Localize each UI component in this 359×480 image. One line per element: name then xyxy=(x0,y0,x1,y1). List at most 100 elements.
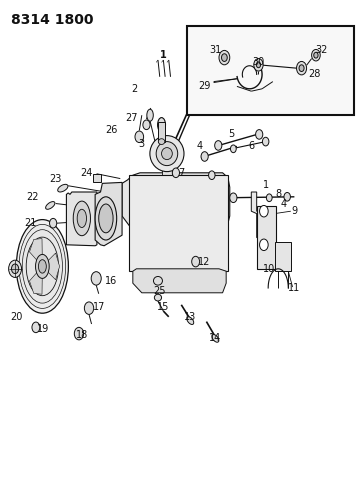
Text: 9: 9 xyxy=(291,206,298,216)
Ellipse shape xyxy=(158,139,165,144)
Text: 30: 30 xyxy=(252,58,265,67)
Text: 22: 22 xyxy=(26,192,38,202)
Circle shape xyxy=(192,256,200,267)
Circle shape xyxy=(314,52,318,58)
Text: 16: 16 xyxy=(105,276,117,286)
Circle shape xyxy=(312,49,320,61)
Text: 12: 12 xyxy=(199,257,211,266)
Polygon shape xyxy=(251,192,269,238)
Text: 4: 4 xyxy=(196,142,202,151)
Bar xyxy=(162,150,172,178)
Text: 1: 1 xyxy=(262,180,269,190)
Text: 6: 6 xyxy=(248,142,255,151)
Text: 7: 7 xyxy=(178,168,185,178)
Polygon shape xyxy=(42,253,60,280)
Bar xyxy=(257,206,276,269)
Text: 31: 31 xyxy=(209,46,222,55)
Circle shape xyxy=(201,152,208,161)
Ellipse shape xyxy=(147,109,153,121)
Circle shape xyxy=(209,171,215,180)
Circle shape xyxy=(256,62,261,68)
Text: 18: 18 xyxy=(76,330,89,340)
Polygon shape xyxy=(29,239,42,266)
Text: 2: 2 xyxy=(131,84,138,94)
Text: 1: 1 xyxy=(160,50,167,60)
Text: 32: 32 xyxy=(315,46,327,55)
Circle shape xyxy=(254,59,263,71)
Ellipse shape xyxy=(26,237,59,296)
Circle shape xyxy=(84,302,94,314)
Polygon shape xyxy=(133,269,226,293)
Bar xyxy=(93,174,101,182)
Bar xyxy=(129,175,228,271)
Ellipse shape xyxy=(154,294,162,301)
Circle shape xyxy=(297,61,307,75)
Circle shape xyxy=(230,193,237,203)
Text: 10: 10 xyxy=(263,264,275,274)
Ellipse shape xyxy=(212,335,219,342)
Circle shape xyxy=(50,218,57,228)
Bar xyxy=(187,26,354,115)
Circle shape xyxy=(91,272,101,285)
Text: 19: 19 xyxy=(37,324,49,334)
Circle shape xyxy=(219,50,230,65)
Ellipse shape xyxy=(73,201,90,236)
Ellipse shape xyxy=(77,209,87,228)
Text: 20: 20 xyxy=(10,312,22,322)
Circle shape xyxy=(260,239,268,251)
Circle shape xyxy=(260,205,268,217)
Circle shape xyxy=(299,65,304,72)
Text: 8: 8 xyxy=(275,190,281,199)
Circle shape xyxy=(74,327,84,340)
Ellipse shape xyxy=(58,184,68,192)
Circle shape xyxy=(230,145,236,153)
Text: 21: 21 xyxy=(24,218,37,228)
Ellipse shape xyxy=(16,220,68,313)
Text: 27: 27 xyxy=(125,113,137,122)
Ellipse shape xyxy=(99,204,113,233)
Ellipse shape xyxy=(156,142,178,166)
Circle shape xyxy=(143,120,150,130)
Text: 25: 25 xyxy=(154,287,166,296)
Circle shape xyxy=(262,137,269,146)
Text: 15: 15 xyxy=(157,302,169,312)
Text: 13: 13 xyxy=(184,312,196,322)
Text: 23: 23 xyxy=(50,174,62,183)
Text: 26: 26 xyxy=(105,125,117,134)
Ellipse shape xyxy=(158,118,165,132)
Polygon shape xyxy=(66,192,97,246)
Text: 5: 5 xyxy=(228,130,235,139)
Bar xyxy=(275,242,291,271)
Circle shape xyxy=(11,264,19,274)
Ellipse shape xyxy=(162,147,172,159)
Ellipse shape xyxy=(36,254,49,278)
Text: 28: 28 xyxy=(308,70,320,79)
Circle shape xyxy=(135,131,144,143)
Circle shape xyxy=(266,194,272,202)
Ellipse shape xyxy=(38,260,46,273)
Bar xyxy=(158,122,165,142)
Ellipse shape xyxy=(19,225,66,309)
Text: 14: 14 xyxy=(209,334,222,343)
Circle shape xyxy=(9,260,22,277)
Text: 8314 1800: 8314 1800 xyxy=(11,13,93,27)
Polygon shape xyxy=(29,266,42,294)
Ellipse shape xyxy=(187,317,194,324)
Polygon shape xyxy=(122,173,230,226)
Circle shape xyxy=(32,322,40,333)
Text: 24: 24 xyxy=(80,168,92,178)
Ellipse shape xyxy=(154,276,163,285)
Text: 11: 11 xyxy=(288,283,300,293)
Ellipse shape xyxy=(46,202,55,209)
Circle shape xyxy=(215,141,222,150)
Ellipse shape xyxy=(95,197,117,240)
Circle shape xyxy=(172,168,180,178)
Text: 17: 17 xyxy=(93,302,105,312)
Text: 4: 4 xyxy=(280,199,287,209)
Ellipse shape xyxy=(22,230,62,303)
Text: 29: 29 xyxy=(199,82,211,91)
Text: 3: 3 xyxy=(139,139,145,149)
Circle shape xyxy=(222,54,227,61)
Ellipse shape xyxy=(150,135,184,171)
Circle shape xyxy=(284,192,290,201)
